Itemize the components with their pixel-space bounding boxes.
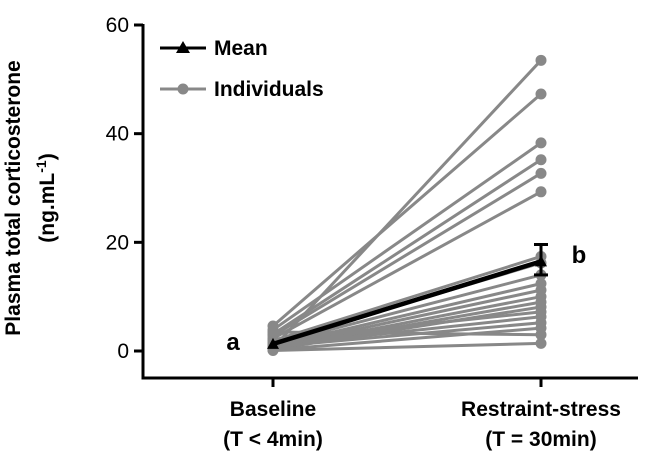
individual-line <box>272 288 542 349</box>
y-ticks: 0 20 40 60 <box>106 14 143 363</box>
y-tick-label: 20 <box>106 231 129 254</box>
individual-line <box>272 255 542 343</box>
individual-line <box>272 141 542 332</box>
individual-line-series <box>267 137 547 336</box>
individual-line <box>272 326 542 352</box>
individual-point <box>535 329 547 341</box>
y-axis-unit-label: (ng.mL-1) <box>33 153 59 242</box>
individual-point <box>535 186 547 198</box>
x-category-sublabel-baseline: (T < 4min) <box>223 428 323 451</box>
legend-entry-individuals: Individuals <box>160 78 324 101</box>
individual-point <box>535 54 547 66</box>
y-tick-label: 0 <box>117 340 129 363</box>
individual-line <box>272 158 542 336</box>
individual-point <box>535 167 547 179</box>
mean-point <box>267 337 279 349</box>
x-ticks <box>271 378 543 387</box>
legend-mean-label: Mean <box>214 37 268 60</box>
legend-individuals-marker <box>177 83 189 95</box>
y-unit-base: (ng.mL <box>36 173 59 243</box>
mean-series <box>267 243 548 349</box>
individual-line <box>272 310 542 342</box>
y-tick-label: 60 <box>106 14 129 37</box>
mean-point <box>535 255 547 267</box>
mean-line <box>272 259 542 347</box>
y-unit-close: ) <box>36 153 59 160</box>
individual-point <box>267 326 279 338</box>
individual-line <box>272 315 542 348</box>
individual-point <box>535 337 547 349</box>
individual-point <box>535 154 547 166</box>
individual-line <box>272 172 542 338</box>
annotation-a: a <box>226 329 240 356</box>
legend: Mean Individuals <box>160 37 324 101</box>
legend-mean-marker <box>176 41 190 53</box>
x-category-sublabel-restraint: (T = 30min) <box>485 428 596 451</box>
legend-entry-mean: Mean <box>160 37 268 60</box>
y-unit-exponent: -1 <box>33 160 49 173</box>
annotation-b: b <box>572 242 587 269</box>
axes <box>141 24 638 380</box>
individual-line <box>272 341 542 352</box>
x-category-label-baseline: Baseline <box>230 398 316 421</box>
individual-point <box>535 137 547 149</box>
individual-point <box>535 88 547 100</box>
individual-line <box>272 190 542 340</box>
y-tick-label: 40 <box>106 123 129 146</box>
individual-line <box>272 92 542 328</box>
y-axis-label: Plasma total corticosterone <box>2 60 25 335</box>
legend-individuals-label: Individuals <box>214 78 324 101</box>
x-category-label-restraint: Restraint-stress <box>461 398 621 421</box>
